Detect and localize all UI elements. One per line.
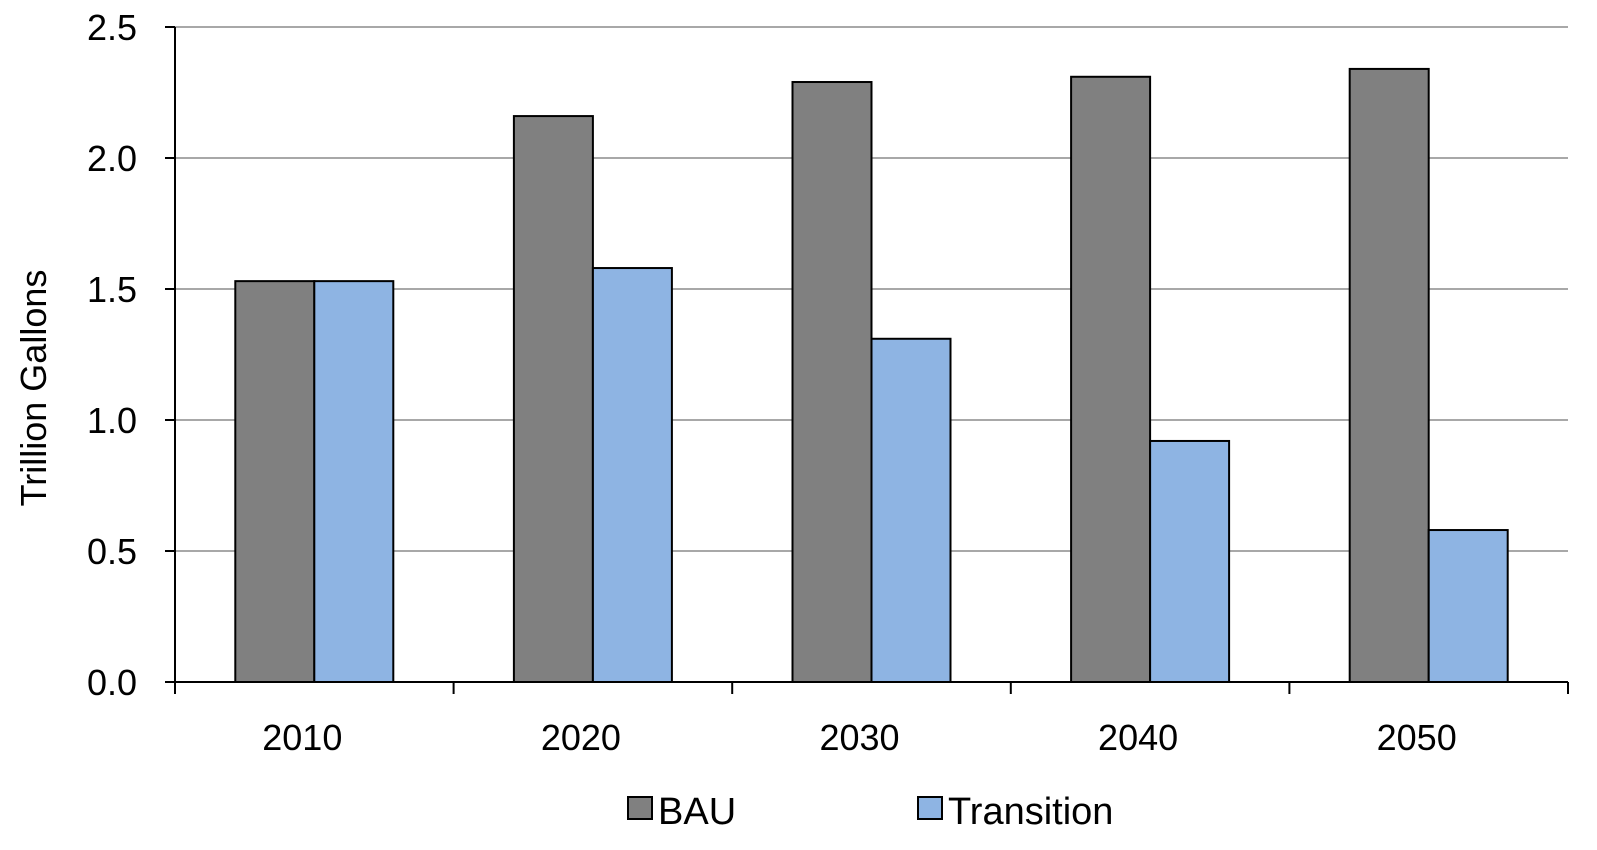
- legend-swatch-bau: [627, 796, 653, 820]
- y-tick-labels: 0.0 0.5 1.0 1.5 2.0 2.5: [87, 7, 137, 703]
- bar-bau-2050: [1348, 67, 1430, 684]
- y-tick-label: 1.5: [87, 269, 137, 310]
- y-tick-label: 2.0: [87, 138, 137, 179]
- y-tick-label: 0.5: [87, 531, 137, 572]
- bar-transition-2040: [1149, 439, 1231, 683]
- y-tick-label: 2.5: [87, 7, 137, 48]
- x-tick-label: 2010: [262, 717, 342, 758]
- bar-transition-2010: [313, 280, 395, 683]
- legend-label-bau: BAU: [658, 791, 736, 833]
- x-tick-labels: 2010 2020 2030 2040 2050: [262, 717, 1456, 758]
- bar-transition-2020: [591, 267, 673, 683]
- bars: [234, 67, 1509, 684]
- bar-bau-2030: [791, 81, 873, 683]
- x-tick-label: 2030: [819, 717, 899, 758]
- bar-transition-2050: [1427, 529, 1509, 683]
- bar-bau-2040: [1070, 75, 1152, 683]
- axes: [165, 26, 1569, 694]
- y-tick-label: 1.0: [87, 400, 137, 441]
- x-tick-label: 2040: [1098, 717, 1178, 758]
- y-axis-label: Trillion Gallons: [13, 270, 54, 507]
- bar-transition-2030: [870, 337, 952, 683]
- bar-bau-2020: [512, 115, 594, 683]
- x-tick-label: 2050: [1377, 717, 1457, 758]
- x-tick-label: 2020: [541, 717, 621, 758]
- legend-swatch-transition: [917, 796, 943, 820]
- legend-label-transition: Transition: [948, 791, 1113, 833]
- y-tick-label: 0.0: [87, 662, 137, 703]
- legend: BAU Transition: [627, 791, 1113, 833]
- bar-bau-2010: [234, 280, 316, 683]
